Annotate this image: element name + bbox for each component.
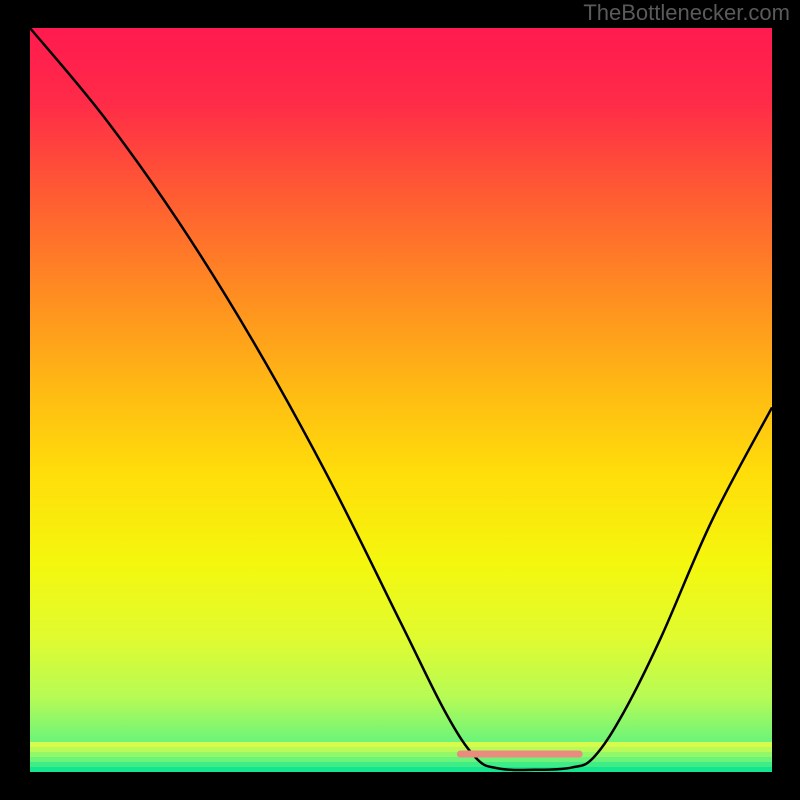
gradient-band bbox=[30, 752, 772, 757]
gradient-band bbox=[30, 762, 772, 767]
gradient-band bbox=[30, 757, 772, 762]
bottleneck-chart bbox=[0, 0, 800, 800]
gradient-band bbox=[30, 747, 772, 752]
chart-frame: TheBottlenecker.com bbox=[0, 0, 800, 800]
gradient-band bbox=[30, 742, 772, 747]
gradient-band bbox=[30, 767, 772, 772]
bottom-bands bbox=[30, 742, 772, 772]
watermark-label: TheBottlenecker.com bbox=[583, 0, 790, 26]
plot-background bbox=[30, 28, 772, 772]
